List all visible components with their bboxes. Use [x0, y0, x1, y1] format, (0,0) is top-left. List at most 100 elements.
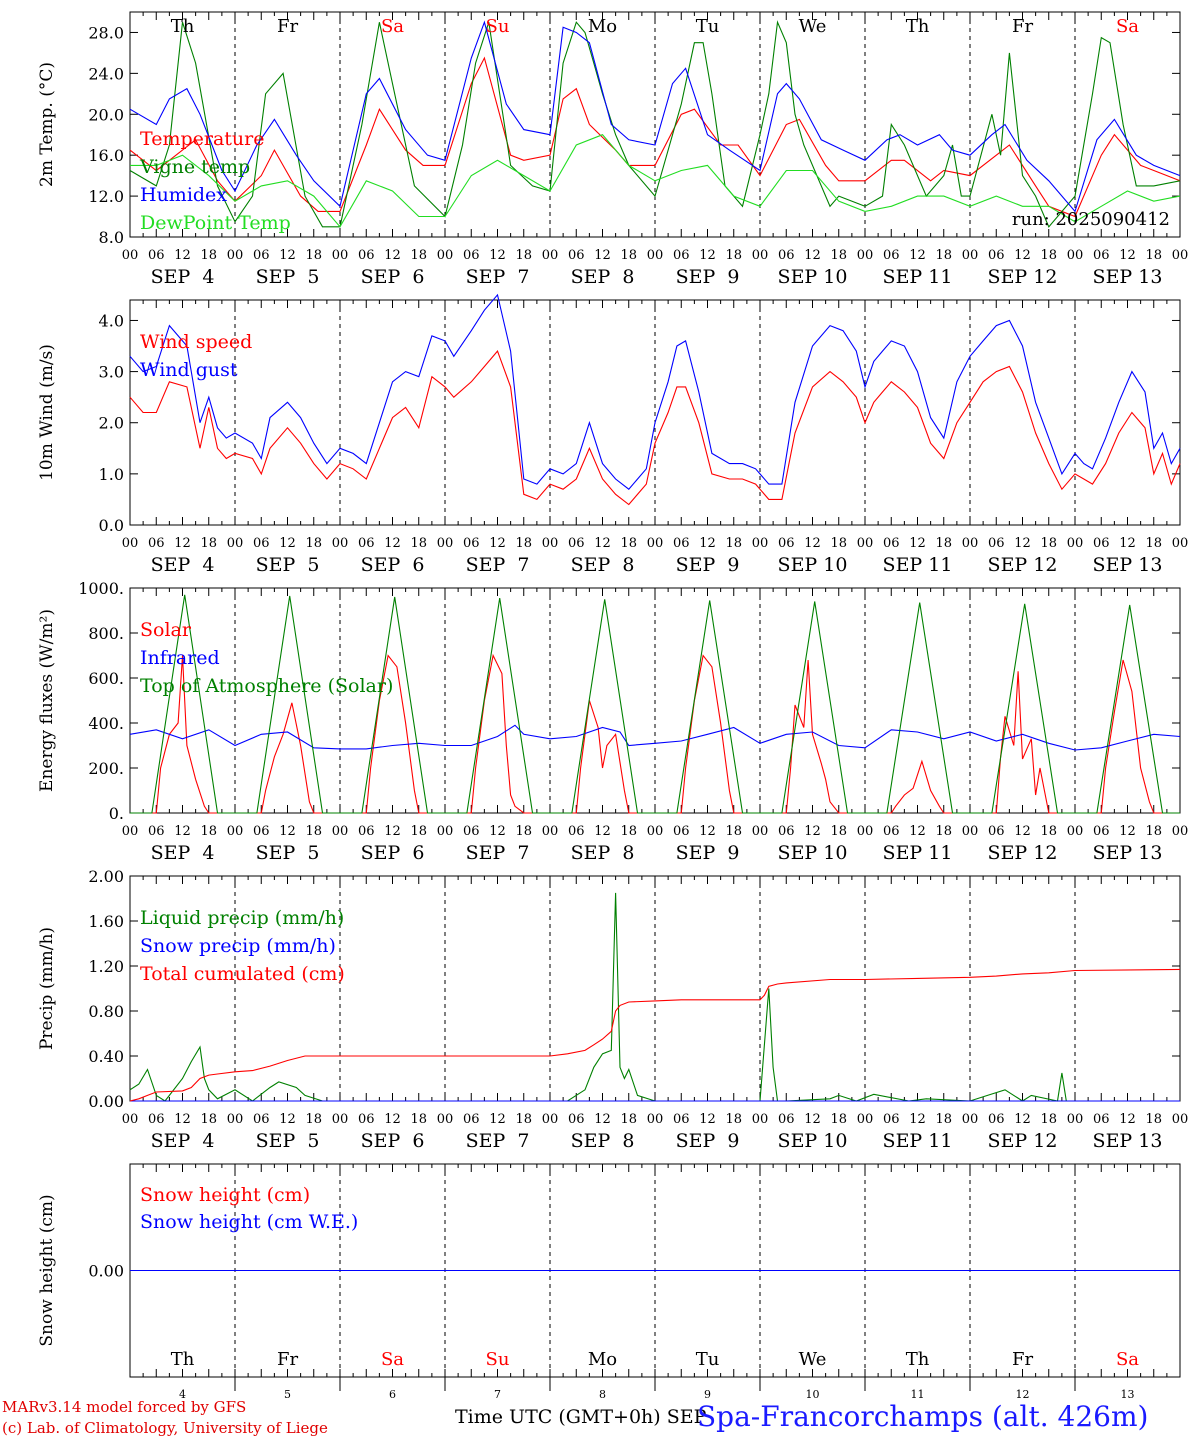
hour-tick-label: 12	[909, 1112, 926, 1127]
hour-tick-label: 00	[332, 248, 349, 263]
hour-tick-label: 06	[1093, 248, 1110, 263]
hour-tick-label: 06	[1093, 1112, 1110, 1127]
series-line-energy-2	[130, 594, 1180, 814]
hour-tick-label: 12	[699, 1112, 716, 1127]
series-line-precip-2	[129, 968, 1181, 1102]
hour-tick-label: 06	[1093, 536, 1110, 551]
weekday-label: Fr	[1012, 1349, 1033, 1370]
y-axis-label: Energy fluxes (W/m²)	[37, 609, 57, 792]
y-tick-label: 28.0	[88, 23, 124, 42]
station-title: Spa-Francorchamps (alt. 426m)	[697, 1400, 1149, 1433]
hour-tick-label: 12	[384, 824, 401, 839]
day-number-label: 5	[284, 1388, 291, 1401]
date-label: SEP 6	[361, 1130, 425, 1152]
date-label: SEP 12	[988, 554, 1058, 576]
hour-tick-label: 06	[883, 1112, 900, 1127]
weekday-label: Tu	[696, 1349, 720, 1370]
day-number-label: 12	[1016, 1388, 1030, 1401]
date-label: SEP 5	[256, 842, 320, 864]
y-tick-label: 200.	[88, 759, 124, 778]
y-axis-label: 10m Wind (m/s)	[37, 344, 57, 481]
series-line-wind-0	[129, 350, 1181, 506]
hour-tick-label: 00	[857, 1112, 874, 1127]
date-label: SEP 5	[256, 266, 320, 288]
hour-tick-label: 00	[1067, 1112, 1084, 1127]
hour-tick-label: 00	[227, 824, 244, 839]
hour-tick-label: 06	[463, 536, 480, 551]
hour-tick-label: 00	[647, 536, 664, 551]
legend-entry: Infrared	[140, 647, 220, 669]
hour-tick-label: 00	[647, 248, 664, 263]
hour-tick-label: 06	[778, 536, 795, 551]
hour-tick-label: 06	[358, 536, 375, 551]
hour-tick-label: 00	[647, 824, 664, 839]
hour-tick-label: 06	[673, 248, 690, 263]
hour-tick-label: 18	[830, 824, 847, 839]
weekday-label: Tu	[696, 16, 720, 37]
date-label: SEP 8	[571, 1130, 635, 1152]
legend-entry: Total cumulated (cm)	[140, 963, 345, 985]
hour-tick-label: 00	[857, 248, 874, 263]
hour-tick-label: 18	[200, 824, 217, 839]
day-number-label: 4	[179, 1388, 186, 1401]
series-line-temp-1	[129, 20, 1181, 228]
y-tick-label: 800.	[88, 624, 124, 643]
hour-tick-label: 18	[515, 1112, 532, 1127]
hour-tick-label: 00	[1172, 824, 1189, 839]
hour-tick-label: 00	[122, 536, 139, 551]
legend-entry: Vigne temp	[139, 156, 250, 178]
date-label: SEP 6	[361, 266, 425, 288]
hour-tick-label: 18	[200, 248, 217, 263]
date-label: SEP 7	[466, 554, 530, 576]
legend-entry: Temperature	[140, 128, 264, 150]
y-tick-label: 12.0	[88, 187, 124, 206]
y-tick-label: 0.00	[88, 1262, 124, 1281]
hour-tick-label: 18	[935, 248, 952, 263]
series-line-precip-0	[129, 892, 1180, 1102]
hour-tick-label: 00	[962, 248, 979, 263]
hour-tick-label: 06	[988, 1112, 1005, 1127]
series-line-energy-1	[129, 724, 1181, 751]
date-label: SEP 12	[988, 842, 1058, 864]
hour-tick-label: 00	[227, 248, 244, 263]
credit-line-1: MARv3.14 model forced by GFS	[2, 1398, 247, 1416]
hour-tick-label: 00	[437, 824, 454, 839]
hour-tick-label: 18	[725, 1112, 742, 1127]
hour-tick-label: 06	[148, 536, 165, 551]
hour-tick-label: 12	[804, 248, 821, 263]
legend-entry: Wind gust	[140, 359, 238, 381]
hour-tick-label: 06	[253, 824, 270, 839]
hour-tick-label: 12	[1014, 248, 1031, 263]
hour-tick-label: 12	[594, 536, 611, 551]
hour-tick-label: 00	[542, 536, 559, 551]
series-line-temp-0	[129, 56, 1181, 218]
hour-tick-label: 06	[358, 248, 375, 263]
day-number-label: 13	[1121, 1388, 1135, 1401]
hour-tick-label: 18	[935, 1112, 952, 1127]
date-label: SEP 8	[571, 266, 635, 288]
weekday-label: Fr	[277, 16, 298, 37]
hour-tick-label: 00	[227, 536, 244, 551]
hour-tick-label: 06	[568, 824, 585, 839]
hour-tick-label: 18	[305, 1112, 322, 1127]
legend-entry: Snow height (cm)	[140, 1184, 310, 1206]
hour-tick-label: 00	[857, 536, 874, 551]
hour-tick-label: 18	[725, 248, 742, 263]
hour-tick-label: 06	[253, 248, 270, 263]
date-label: SEP 13	[1093, 554, 1163, 576]
hour-tick-label: 06	[883, 536, 900, 551]
hour-tick-label: 06	[358, 824, 375, 839]
y-tick-label: 1000.	[78, 579, 124, 598]
date-label: SEP 5	[256, 1130, 320, 1152]
hour-tick-label: 18	[515, 536, 532, 551]
weekday-label: Mo	[588, 16, 617, 37]
legend-entry: Humidex	[140, 184, 227, 206]
weekday-label: Su	[486, 16, 510, 37]
weekday-label: Sa	[381, 1349, 404, 1370]
y-tick-label: 20.0	[88, 105, 124, 124]
hour-tick-label: 12	[1014, 824, 1031, 839]
day-number-label: 11	[911, 1388, 925, 1401]
hour-tick-label: 00	[122, 248, 139, 263]
hour-tick-label: 00	[542, 1112, 559, 1127]
